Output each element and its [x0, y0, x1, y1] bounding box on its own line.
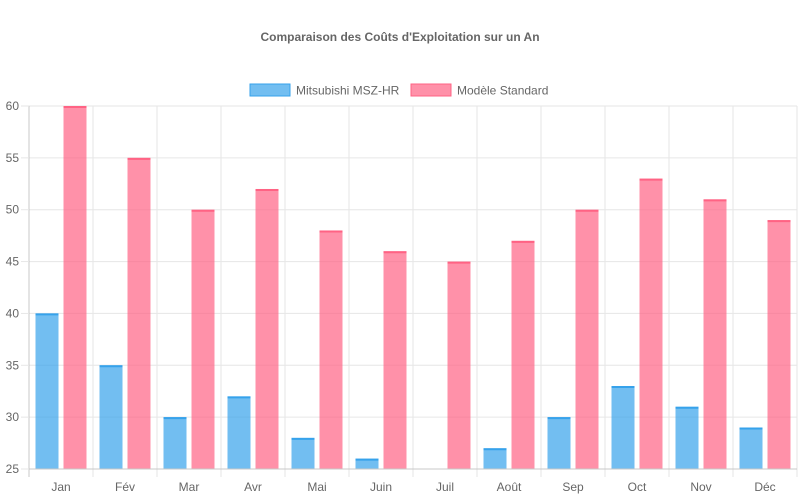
bar-fill [255, 188, 279, 469]
bar-2-4[interactable] [255, 188, 279, 469]
bar-1-11[interactable] [675, 406, 699, 469]
grid [29, 105, 798, 477]
bar-fill [739, 427, 763, 469]
bar-fill [703, 199, 727, 470]
y-tick-label-35: 35 [6, 358, 20, 372]
x-tick-label-1: Jan [51, 480, 70, 494]
x-tick-label-6: Juin [370, 480, 392, 494]
bar-fill [35, 313, 59, 469]
bar-fill [191, 209, 215, 469]
bar-1-12[interactable] [739, 427, 763, 469]
legend-swatch-2 [410, 83, 452, 97]
x-tick-label-7: Juil [436, 480, 454, 494]
bar-fill [291, 437, 315, 469]
x-tick-label-10: Oct [628, 480, 647, 494]
legend: Mitsubishi MSZ-HR Modèle Standard [249, 83, 548, 98]
bar-fill [319, 230, 343, 469]
chart-title: Comparaison des Coûts d'Exploitation sur… [260, 30, 539, 44]
y-tick-label-55: 55 [6, 151, 20, 165]
bar-2-11[interactable] [703, 199, 727, 470]
bar-fill [483, 448, 507, 469]
x-tick-label-3: Mar [179, 480, 200, 494]
x-tick-label-11: Nov [690, 480, 711, 494]
bar-2-5[interactable] [319, 230, 343, 469]
bar-fill [575, 209, 599, 469]
x-tick-label-4: Avr [244, 480, 262, 494]
legend-item-1[interactable]: Mitsubishi MSZ-HR [249, 83, 400, 98]
bar-2-8[interactable] [511, 240, 535, 469]
bar-1-1[interactable] [35, 313, 59, 469]
bar-fill [547, 417, 571, 469]
x-tick-label-8: Août [497, 480, 522, 494]
bar-fill [511, 240, 535, 469]
bar-2-9[interactable] [575, 209, 599, 469]
bar-1-10[interactable] [611, 386, 635, 469]
bar-1-9[interactable] [547, 417, 571, 469]
y-tick-label-25: 25 [6, 462, 20, 476]
bar-fill [355, 458, 379, 469]
legend-item-2[interactable]: Modèle Standard [410, 83, 548, 98]
bar-fill [63, 106, 87, 469]
y-tick-label-50: 50 [6, 203, 20, 217]
bar-fill [127, 157, 151, 469]
axes: 25 30 35 40 45 50 55 60 Jan Fév Mar Avr Mai Juin Juil A… [6, 99, 797, 494]
bar-fill [767, 220, 791, 469]
bar-2-12[interactable] [767, 220, 791, 469]
bar-1-3[interactable] [163, 417, 187, 469]
bars [35, 106, 791, 470]
x-tick-label-9: Sep [562, 480, 584, 494]
bar-fill [227, 396, 251, 469]
bar-fill [383, 251, 407, 469]
legend-label-1: Mitsubishi MSZ-HR [296, 84, 400, 98]
x-tick-label-12: Déc [754, 480, 775, 494]
legend-swatch-1 [249, 83, 291, 97]
bar-fill [611, 386, 635, 469]
bar-2-1[interactable] [63, 106, 87, 469]
bar-fill [639, 178, 663, 469]
bar-fill [675, 406, 699, 469]
bar-1-6[interactable] [355, 458, 379, 469]
x-tick-label-2: Fév [115, 480, 135, 494]
bar-fill [447, 261, 471, 469]
bar-fill [99, 365, 123, 469]
legend-label-2: Modèle Standard [457, 84, 548, 98]
bar-2-10[interactable] [639, 178, 663, 469]
y-tick-label-60: 60 [6, 99, 20, 113]
bar-fill [163, 417, 187, 469]
x-tick-label-5: Mai [307, 480, 326, 494]
bar-2-2[interactable] [127, 157, 151, 469]
bar-2-3[interactable] [191, 209, 215, 469]
bar-2-6[interactable] [383, 251, 407, 469]
bar-1-4[interactable] [227, 396, 251, 469]
y-tick-label-40: 40 [6, 306, 20, 320]
bar-2-7[interactable] [447, 261, 471, 469]
bar-1-2[interactable] [99, 365, 123, 469]
y-tick-label-45: 45 [6, 255, 20, 269]
y-tick-label-30: 30 [6, 410, 20, 424]
bar-1-8[interactable] [483, 448, 507, 469]
bar-1-5[interactable] [291, 437, 315, 469]
